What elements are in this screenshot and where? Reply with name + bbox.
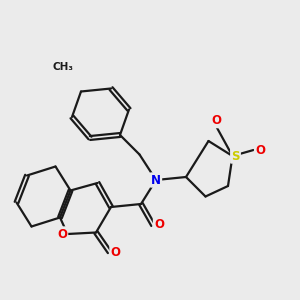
- Text: O: O: [255, 143, 265, 157]
- Text: N: N: [151, 173, 161, 187]
- Text: O: O: [211, 114, 221, 127]
- Text: S: S: [231, 149, 240, 163]
- Text: CH₃: CH₃: [52, 62, 74, 73]
- Text: O: O: [57, 227, 67, 241]
- Text: O: O: [154, 218, 164, 232]
- Text: O: O: [110, 245, 121, 259]
